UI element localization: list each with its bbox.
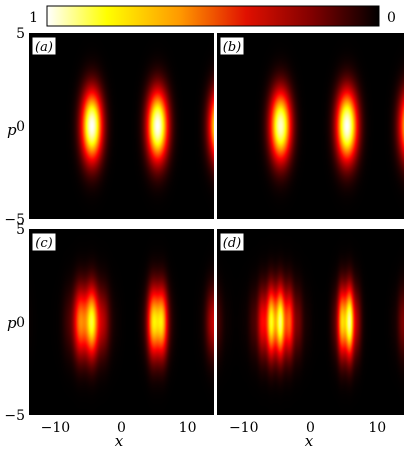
y-tick-label: 0 [16,315,25,331]
panel-label-d: (d) [223,236,241,251]
y-tick-label: 0 [16,119,25,135]
colorbar-max-label: 1 [29,10,38,26]
x-tick-label: −10 [41,420,71,436]
x-axis-label-left: x [115,432,124,450]
colorbar-min-label: 0 [387,10,396,26]
heatmap-c [29,229,214,415]
heatmap-d [217,229,404,415]
y-tick-label: 5 [16,26,25,42]
panel-d: (d) [217,229,404,415]
x-tick-label: 10 [368,420,386,436]
colorbar-gradient [46,5,380,27]
x-tick-label: 0 [306,420,315,436]
panel-c: (c) [29,229,214,415]
x-tick-label: 0 [117,420,126,436]
x-tick-label: −10 [229,420,259,436]
y-axis-label-top: p [7,121,17,139]
heatmap-b [217,33,404,219]
panel-b: (b) [217,33,404,219]
y-tick-label: −5 [4,212,25,228]
y-tick-label: −5 [4,408,25,424]
panel-label-b: (b) [223,40,241,55]
y-axis-label-bottom: p [7,314,17,332]
panel-label-c: (c) [35,236,52,251]
y-tick-label: 5 [16,222,25,238]
panel-label-a: (a) [35,40,53,55]
panel-a: (a) [29,33,214,219]
heatmap-a [29,33,214,219]
x-axis-label-right: x [305,432,314,450]
tick-labels: 50−550−5−10 0 10 −10 0 10 [4,26,386,436]
x-tick-label: 10 [179,420,197,436]
colorbar: 1 0 [29,5,396,27]
